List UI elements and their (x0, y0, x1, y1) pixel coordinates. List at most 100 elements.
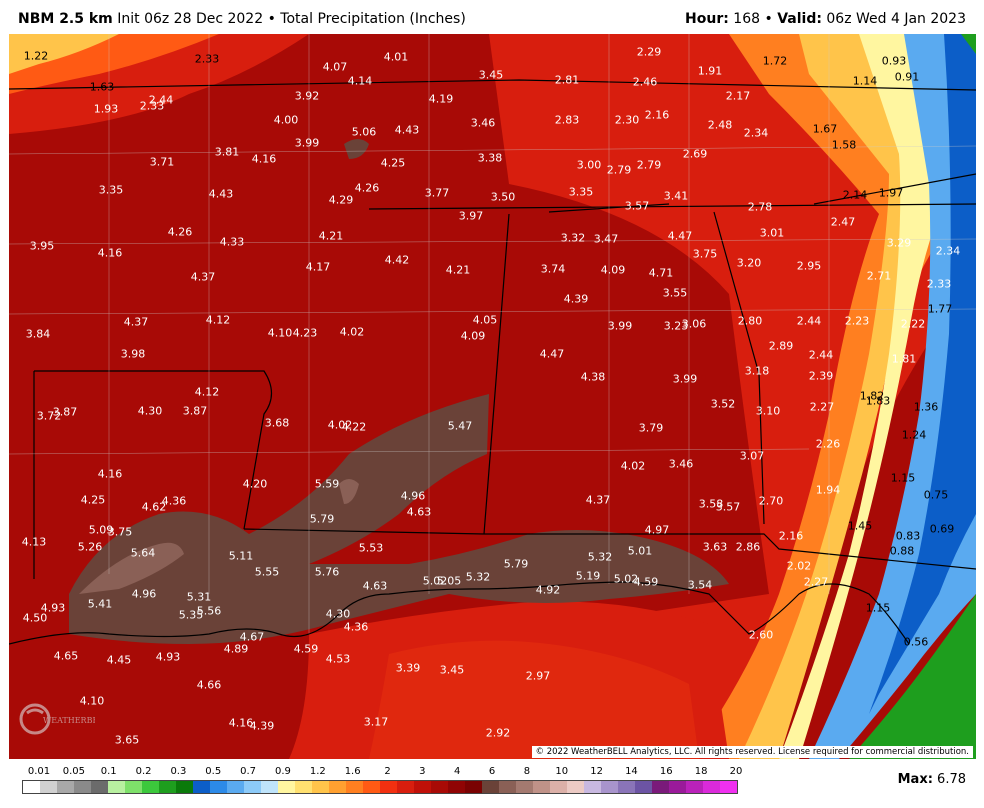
precip-value: 2.69 (682, 147, 708, 161)
precip-value: 1.15 (890, 471, 916, 485)
precip-value: 5.53 (358, 541, 384, 555)
precip-value: 4.47 (667, 229, 693, 243)
precip-value: 3.65 (114, 733, 140, 747)
precip-value: 4.96 (400, 489, 426, 503)
precip-value: 5.05 (436, 574, 462, 588)
ne-red (489, 34, 976, 759)
precip-value: 4.25 (80, 493, 106, 507)
map-shading (9, 34, 976, 759)
precip-value: 3.77 (424, 186, 450, 200)
legend-swatch (125, 781, 142, 793)
precip-value: 4.43 (394, 123, 420, 137)
precip-value: 1.72 (762, 54, 788, 68)
precip-value: 5.32 (465, 570, 491, 584)
legend-colorbar (22, 780, 738, 794)
precip-value: 2.97 (525, 669, 551, 683)
precip-value: 4.62 (141, 500, 167, 514)
legend-tick: 20 (729, 766, 743, 777)
precip-value: 5.02 (613, 572, 639, 586)
legend-tick: 14 (625, 766, 638, 777)
legend-swatch (346, 781, 363, 793)
precip-value: 5.19 (575, 569, 601, 583)
precip-value: 2.95 (796, 259, 822, 273)
precip-value: 4.97 (644, 523, 670, 537)
precip-value: 4.00 (273, 113, 299, 127)
precip-value: 5.79 (503, 557, 529, 571)
precip-value: 2.92 (485, 726, 511, 740)
pale-band (779, 34, 976, 759)
precip-value: 5.79 (309, 512, 335, 526)
header-valid: Hour: 168 • Valid: 06z Wed 4 Jan 2023 (685, 11, 966, 27)
precip-value: 4.22 (341, 420, 367, 434)
precip-value: 4.92 (535, 583, 561, 597)
precip-value: 2.27 (809, 400, 835, 414)
precip-value: 3.54 (687, 578, 713, 592)
precip-value: 2.60 (748, 628, 774, 642)
precip-value: 4.12 (205, 313, 231, 327)
precip-value: 2.81 (554, 73, 580, 87)
precip-value: 3.63 (702, 540, 728, 554)
precip-value: 3.29 (886, 236, 912, 250)
heavy-spot (79, 542, 184, 594)
legend-swatch (703, 781, 720, 793)
product-name: Total Precipitation (Inches) (280, 11, 466, 27)
precip-value: 3.32 (560, 231, 586, 245)
legend-swatch (686, 781, 703, 793)
precip-value: 4.19 (428, 92, 454, 106)
legend-swatch (295, 781, 312, 793)
heavy-spot-2 (339, 479, 359, 504)
precip-value: 5.32 (587, 550, 613, 564)
precip-value: 4.12 (194, 385, 220, 399)
legend-swatch (363, 781, 380, 793)
green-corner (961, 34, 976, 54)
precipitation-map: 1.22 2.33 4.07 4.01 4.14 3.45 2.81 2.29 2.46 1.91… (9, 34, 976, 759)
precip-value: 3.47 (593, 232, 619, 246)
legend-swatch (142, 781, 159, 793)
precip-value: 4.26 (167, 225, 193, 239)
precip-value: 3.57 (624, 199, 650, 213)
precip-value: 3.46 (470, 116, 496, 130)
precip-value: 4.71 (648, 266, 674, 280)
precip-value: 3.55 (662, 286, 688, 300)
legend-swatch (91, 781, 108, 793)
precip-value: 4.38 (580, 370, 606, 384)
precip-value: 4.65 (53, 649, 79, 663)
legend-swatch (312, 781, 329, 793)
precip-value: 2.30 (614, 113, 640, 127)
legend-swatch (210, 781, 227, 793)
color-legend: 0.01 0.05 0.1 0.2 0.3 0.5 0.7 0.9 1.2 1.6 2 3 4 6 8 10 1… (22, 760, 742, 800)
precip-value: 4.93 (155, 650, 181, 664)
precip-value: 4.43 (208, 187, 234, 201)
legend-swatch (23, 781, 40, 793)
precip-value: 3.58 (698, 497, 724, 511)
precip-value: 1.15 (865, 601, 891, 615)
precip-value: 4.67 (239, 630, 265, 644)
legend-swatch (244, 781, 261, 793)
precip-value: 2.02 (786, 559, 812, 573)
precip-value: 4.33 (219, 235, 245, 249)
precip-value: 3.45 (478, 68, 504, 82)
precip-value: 4.20 (242, 477, 268, 491)
hour-label: Hour: (685, 11, 729, 27)
legend-swatch (652, 781, 669, 793)
precip-value: 3.06 (681, 317, 707, 331)
precip-value: 2.16 (644, 108, 670, 122)
green-area (849, 594, 976, 759)
precip-value: 1.91 (697, 64, 723, 78)
header-title: NBM 2.5 km Init 06z 28 Dec 2022 • Total … (18, 11, 466, 27)
precip-value: 3.10 (755, 404, 781, 418)
precip-value: 2.79 (636, 158, 662, 172)
max-value: 6.78 (937, 772, 966, 787)
precip-value: 5.64 (130, 546, 156, 560)
precip-value: 3.71 (149, 155, 175, 169)
precip-value: 4.09 (600, 263, 626, 277)
precip-value: 2.44 (808, 348, 834, 362)
precip-value: 4.25 (380, 156, 406, 170)
legend-swatch (159, 781, 176, 793)
legend-swatch (567, 781, 584, 793)
precip-value: 5.02 (422, 574, 448, 588)
precip-value: 2.71 (866, 269, 892, 283)
precip-value: 4.02 (327, 418, 353, 432)
precip-value: 4.50 (22, 611, 48, 625)
precip-value: 2.46 (632, 75, 658, 89)
